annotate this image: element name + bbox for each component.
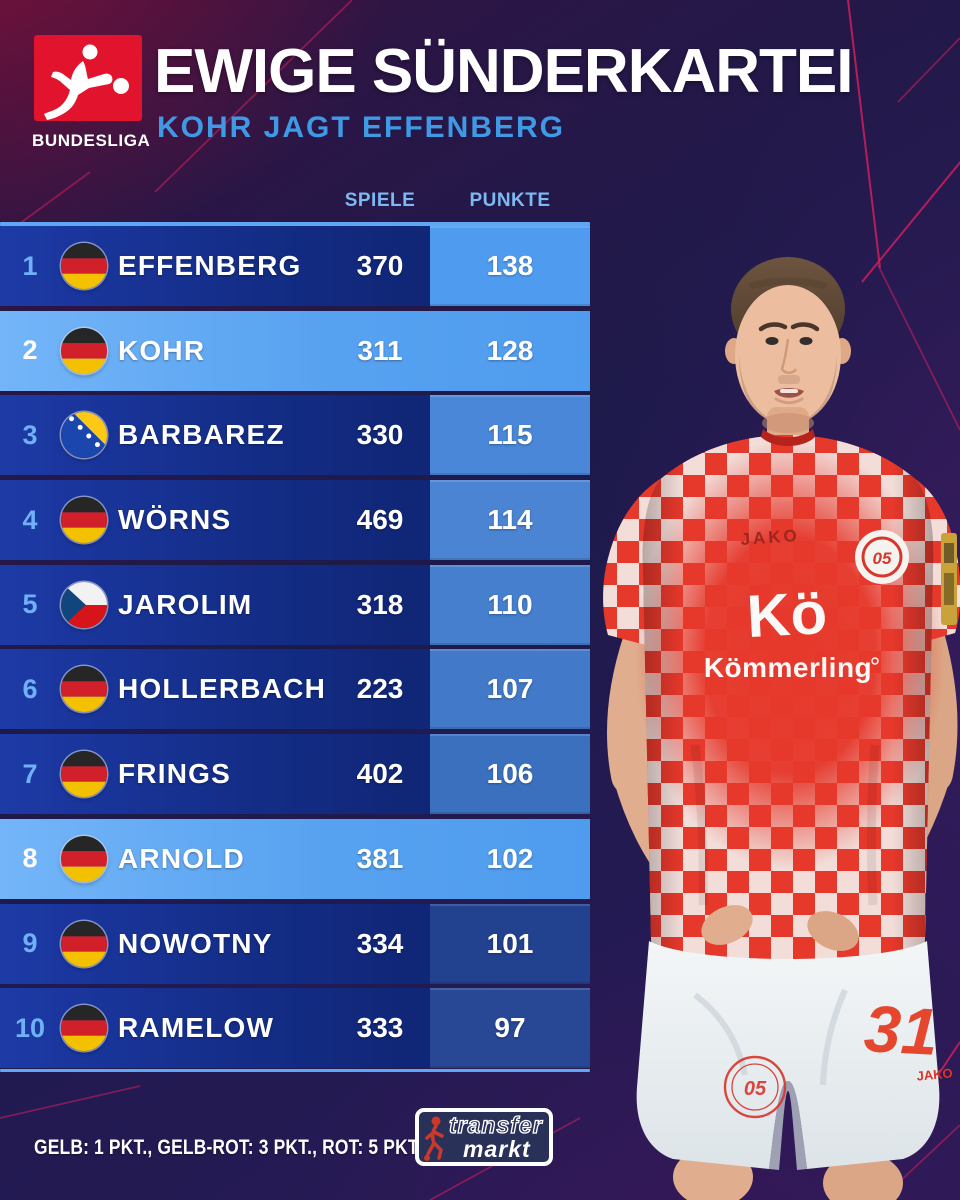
flag-germany-icon <box>61 666 107 713</box>
table-row: 1 EFFENBERG 370 138 <box>0 226 590 306</box>
spiele-value: 333 <box>356 1012 404 1044</box>
flag-germany-icon <box>61 1005 107 1052</box>
player-name: WÖRNS <box>118 504 232 536</box>
transfermarkt-word-top: transfer <box>449 1112 543 1138</box>
flag-germany-icon <box>61 243 107 289</box>
table-row: 8 ARNOLD 381 102 <box>0 818 590 899</box>
flag-germany-icon <box>61 497 107 544</box>
punkte-cell: 114 <box>430 480 590 561</box>
jersey-crest: 05 <box>855 530 909 584</box>
punkte-cell: 106 <box>430 734 590 815</box>
ranking-table: 1 EFFENBERG 370 138 2 KOHR 311 128 3 BAR… <box>0 222 590 1073</box>
flag-germany-icon <box>61 835 107 882</box>
svg-text:05: 05 <box>744 1078 767 1100</box>
table-row: 9 NOWOTNY 334 101 <box>0 903 590 984</box>
player-left-hand <box>701 905 753 945</box>
table-row: 10 RAMELOW 333 97 <box>0 988 590 1069</box>
bundesliga-wordmark: BUNDESLIGA <box>32 131 151 150</box>
rank-label: 4 <box>22 504 38 535</box>
svg-text:05: 05 <box>873 549 892 568</box>
shorts-brand-text: JAKO <box>916 1065 953 1083</box>
jersey-sponsor-text: Kömmerling <box>704 652 872 683</box>
flag-germany-icon <box>61 327 107 374</box>
rank-label: 10 <box>14 1012 46 1043</box>
spiele-value: 223 <box>356 673 404 705</box>
spiele-value: 330 <box>356 419 404 451</box>
shorts-crest: 05 <box>723 1055 787 1119</box>
rank-label: 9 <box>22 928 38 958</box>
player-name: BARBAREZ <box>118 419 285 451</box>
rank-label: 5 <box>22 589 38 620</box>
shorts-number: 31 <box>862 991 939 1069</box>
table-row: 2 KOHR 311 128 <box>0 310 590 391</box>
jersey-sponsor-mark: Kö <box>745 579 828 650</box>
transfermarkt-word-bottom: markt <box>463 1136 531 1162</box>
punkte-cell: 115 <box>430 395 590 476</box>
flag-bosnia-icon <box>61 412 107 459</box>
flag-germany-icon <box>61 751 107 798</box>
player-jersey: JAKO 05 Kö Kömmerling <box>603 429 960 977</box>
player-head <box>725 257 851 427</box>
jersey-brand-text: JAKO <box>740 526 800 549</box>
flag-germany-icon <box>61 920 107 967</box>
player-right-hand <box>807 911 859 951</box>
player-name: HOLLERBACH <box>118 673 326 705</box>
table-row: 3 BARBAREZ 330 115 <box>0 395 590 476</box>
rank-label: 2 <box>22 335 38 366</box>
punkte-cell: 107 <box>430 649 590 730</box>
punkte-cell: 110 <box>430 564 590 645</box>
flag-czech-icon <box>61 581 107 628</box>
spiele-value: 318 <box>356 588 404 620</box>
player-name: NOWOTNY <box>118 927 273 959</box>
player-name: RAMELOW <box>118 1012 275 1044</box>
player-name: EFFENBERG <box>118 250 302 281</box>
rank-label: 6 <box>22 673 38 704</box>
table-row: 7 FRINGS 402 106 <box>0 734 590 815</box>
player-name: JAROLIM <box>118 588 253 620</box>
table-row: 4 WÖRNS 469 114 <box>0 480 590 561</box>
table-row: 6 HOLLERBACH 223 107 <box>0 649 590 730</box>
punkte-cell: 101 <box>430 903 590 984</box>
transfermarkt-logo: transfer markt <box>415 1108 553 1166</box>
spiele-value: 402 <box>356 758 404 790</box>
page-title: EWIGE SÜNDERKARTEI <box>154 37 853 106</box>
player-photo: JAKO 05 Kö Kömmerling 31 05 <box>603 257 960 1200</box>
player-name: ARNOLD <box>118 842 245 874</box>
spiele-value: 334 <box>356 927 404 959</box>
legend-text: GELB: 1 PKT., GELB-ROT: 3 PKT., ROT: 5 P… <box>34 1136 422 1159</box>
player-shorts: 31 05 JAKO <box>636 941 953 1170</box>
rank-label: 1 <box>22 250 38 281</box>
rank-label: 8 <box>22 843 38 874</box>
bundesliga-logo-icon <box>34 35 142 121</box>
table-rows: 1 EFFENBERG 370 138 2 KOHR 311 128 3 BAR… <box>0 226 590 1069</box>
punkte-cell: 97 <box>430 988 590 1069</box>
page-subtitle: KOHR JAGT EFFENBERG <box>157 111 566 144</box>
transfermarkt-player-icon <box>424 1116 444 1161</box>
column-header-punkte: PUNKTE <box>469 190 551 211</box>
table-bottom-border <box>0 1068 590 1073</box>
spiele-value: 469 <box>356 504 404 536</box>
table-row: 5 JAROLIM 318 110 <box>0 564 590 645</box>
player-name: KOHR <box>118 334 206 366</box>
bundesliga-logo: BUNDESLIGA <box>32 34 151 151</box>
punkte-cell: 128 <box>486 334 534 366</box>
rank-label: 7 <box>22 758 38 789</box>
column-headers: SPIELE PUNKTE <box>0 190 590 216</box>
table-top-border <box>0 222 590 226</box>
rank-label: 3 <box>22 419 38 450</box>
punkte-cell: 138 <box>430 226 590 306</box>
player-name: FRINGS <box>118 758 231 790</box>
spiele-value: 311 <box>357 334 403 366</box>
column-header-spiele: SPIELE <box>344 190 416 211</box>
spiele-value: 381 <box>356 842 404 874</box>
spiele-value: 370 <box>356 250 404 281</box>
punkte-cell: 102 <box>486 842 534 874</box>
